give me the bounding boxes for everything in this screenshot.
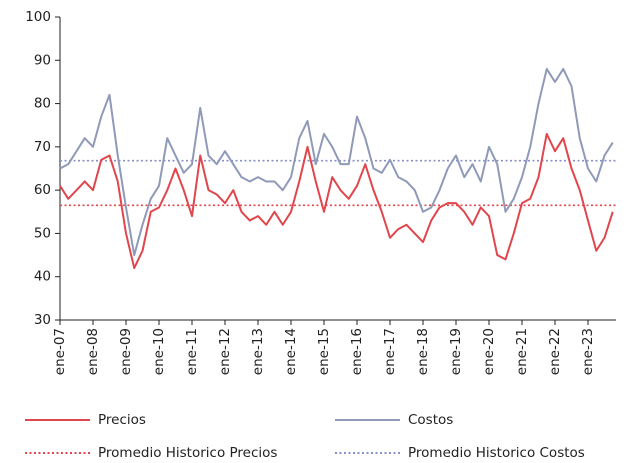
legend-label: Precios: [98, 412, 146, 428]
y-tick-label: 60: [34, 182, 51, 198]
x-tick-label: ene-16: [349, 328, 365, 375]
series-line: [59, 132, 614, 270]
x-tick-label: ene-10: [151, 328, 167, 375]
x-tick-label: ene-11: [184, 328, 200, 375]
x-tick-label: ene-13: [250, 328, 266, 375]
x-tick-label: ene-12: [217, 328, 233, 375]
y-tick-label: 90: [34, 52, 51, 68]
y-tick-label: 30: [34, 312, 51, 328]
y-tick-label: 50: [34, 225, 51, 241]
y-tick-label: 70: [34, 139, 51, 155]
x-tick-label: ene-14: [283, 328, 299, 375]
x-tick-label: ene-19: [448, 328, 464, 375]
series-line: [59, 67, 614, 257]
legend-label: Costos: [408, 412, 453, 428]
x-tick-label: ene-09: [118, 328, 134, 375]
legend-label: Promedio Historico Costos: [408, 445, 585, 461]
x-tick-label: ene-23: [580, 328, 596, 375]
x-tick-label: ene-21: [514, 328, 530, 375]
x-tick-label: ene-17: [382, 328, 398, 375]
x-tick-label: ene-08: [85, 328, 101, 375]
x-tick-label: ene-07: [52, 328, 68, 375]
x-tick-label: ene-20: [481, 328, 497, 375]
x-tick-label: ene-18: [415, 328, 431, 375]
legend-label: Promedio Historico Precios: [98, 445, 277, 461]
y-tick-label: 40: [34, 269, 51, 285]
x-tick-label: ene-22: [547, 328, 563, 375]
y-tick-label: 100: [25, 9, 51, 25]
x-tick-label: ene-15: [316, 328, 332, 375]
y-tick-label: 80: [34, 96, 51, 112]
